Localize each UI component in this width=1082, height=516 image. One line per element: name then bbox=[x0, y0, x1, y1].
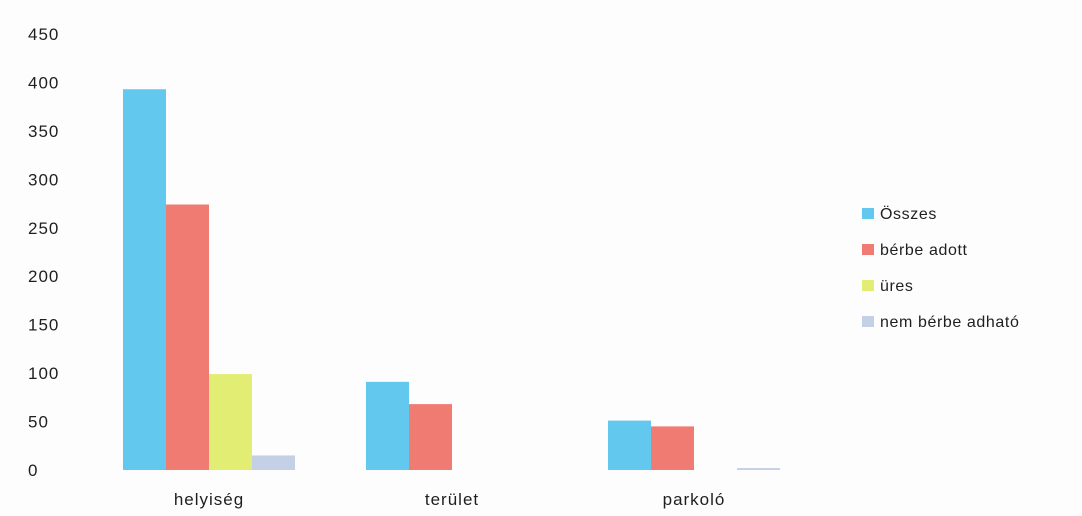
legend-label: Összes bbox=[880, 205, 937, 223]
bars-group bbox=[123, 89, 780, 470]
y-tick-label: 0 bbox=[28, 461, 38, 480]
legend-label: üres bbox=[880, 278, 914, 295]
y-tick-label: 150 bbox=[28, 316, 59, 335]
legend-swatch bbox=[862, 208, 874, 219]
bar-2-3 bbox=[737, 468, 780, 470]
bar-0-2 bbox=[209, 374, 252, 470]
y-tick-label: 300 bbox=[28, 170, 59, 189]
legend-swatch bbox=[862, 316, 874, 327]
legend-swatch bbox=[862, 280, 874, 291]
bar-1-0 bbox=[366, 381, 409, 470]
legend: Összes bérbe adott üres nem bérbe adható bbox=[862, 205, 1019, 331]
x-axis-labels: helyiség terület parkoló bbox=[174, 490, 726, 509]
category-label: helyiség bbox=[174, 490, 244, 509]
bar-2-1 bbox=[651, 426, 694, 470]
y-tick-label: 400 bbox=[28, 73, 59, 92]
legend-swatch bbox=[862, 244, 874, 255]
legend-label: nem bérbe adható bbox=[880, 314, 1019, 331]
y-tick-label: 450 bbox=[28, 25, 59, 44]
y-tick-label: 200 bbox=[28, 267, 59, 286]
bar-1-1 bbox=[409, 404, 452, 470]
bar-0-1 bbox=[166, 204, 209, 470]
y-tick-label: 250 bbox=[28, 219, 59, 238]
y-tick-label: 50 bbox=[28, 413, 49, 432]
legend-label: bérbe adott bbox=[880, 242, 968, 259]
category-label: parkoló bbox=[663, 490, 726, 509]
bar-0-0 bbox=[123, 89, 166, 470]
bar-0-3 bbox=[252, 455, 295, 470]
y-tick-label: 100 bbox=[28, 364, 59, 383]
category-label: terület bbox=[425, 490, 479, 509]
bar-2-0 bbox=[608, 420, 651, 470]
y-axis-ticks: 0 50 100 150 200 250 300 350 400 450 bbox=[28, 25, 59, 480]
y-tick-label: 350 bbox=[28, 122, 59, 141]
